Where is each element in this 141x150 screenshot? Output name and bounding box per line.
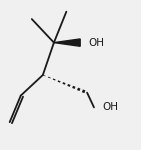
Text: OH: OH — [88, 38, 104, 48]
Text: OH: OH — [102, 102, 118, 112]
Polygon shape — [54, 39, 80, 46]
